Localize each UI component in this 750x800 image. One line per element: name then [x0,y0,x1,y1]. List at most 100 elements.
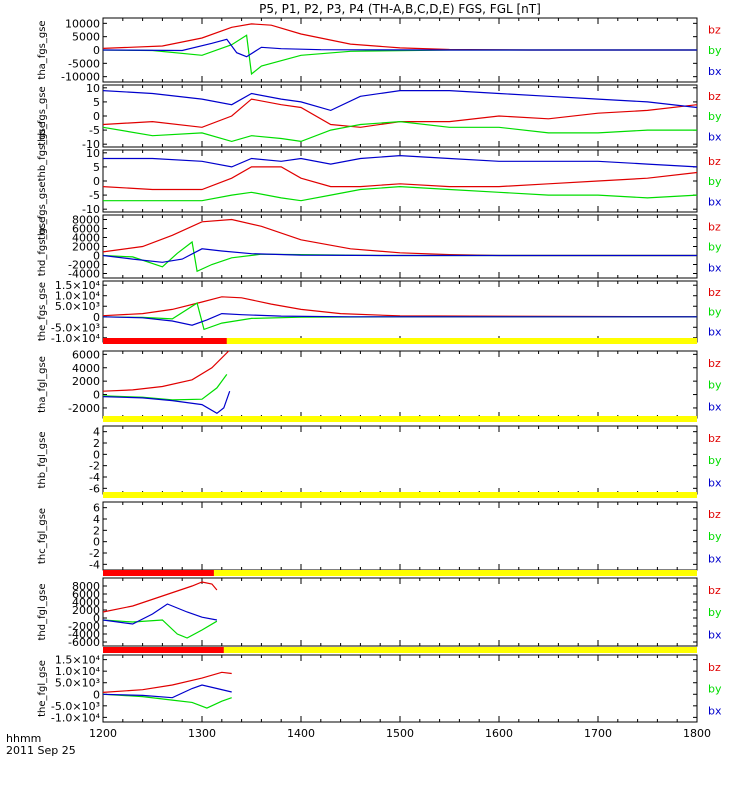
y-tick-label: 5.0×10³ [55,677,100,690]
panel-the_fgl_gse: 1.5×10⁴1.0×10⁴5.0×10³0-5.0×10³-1.0×10⁴th… [37,654,722,725]
y-axis-label: tha_fgl_gse [37,356,48,413]
x-tick-label: 1300 [188,727,216,740]
y-tick-label: 0 [93,448,100,461]
y-tick-label: -6000 [68,636,100,649]
y-tick-label: 10 [86,82,100,95]
legend-bz: bz [708,155,721,168]
y-tick-label: 8000 [72,580,100,593]
y-tick-label: 10000 [65,17,100,30]
y-tick-label: 10 [86,147,100,160]
y-axis-label: thd_fgl_gse [37,584,48,641]
legend-bx: bx [708,326,722,339]
panel-the_fgs_gse: 1.5×10⁴1.0×10⁴5.0×10³0-5.0×10³-1.0×10⁴th… [37,279,722,345]
flag-yellow [103,416,697,422]
flag-yellow [103,492,697,498]
series-bz [102,671,232,693]
legend-bz: bz [708,661,721,674]
panel-frame [102,350,698,419]
series-bx [102,38,697,58]
series-bz [102,98,698,128]
legend-bz: bz [708,220,721,233]
panel-thb_fgl_gse: 420-2-4-6 thb_fgl_gse bz by bx [37,425,722,495]
y-tick-label: 2000 [72,604,100,617]
y-tick-label: 5 [93,161,100,174]
series-bz [102,296,698,318]
flag-bar [103,416,697,422]
y-tick-label: 2 [93,437,100,450]
series-bx [102,391,231,415]
y-tick-label: -5000 [68,57,100,70]
legend-bx: bx [708,552,722,565]
y-tick-label: -5.0×10³ [51,700,100,713]
series-bx [102,89,698,112]
series-by [102,374,228,401]
y-tick-label: 1.0×10⁴ [55,665,101,678]
legend-bx: bx [708,130,722,143]
series-bx [102,603,218,625]
y-tick-label: 5000 [72,31,100,44]
panel-frame [102,280,698,343]
y-tick-label: 1.0×10⁴ [55,290,101,303]
series-bx [102,684,232,699]
y-tick-label: -5 [89,124,100,137]
x-tick-label: 1800 [683,727,711,740]
legend-by: by [708,306,722,319]
legend-bz: bz [708,584,721,597]
y-tick-label: -4000 [68,268,100,281]
y-tick-label: 6000 [72,588,100,601]
flag-yellow [103,338,697,344]
legend-by: by [708,683,722,696]
y-tick-label: 4000 [72,362,100,375]
y-tick-label: 1.5×10⁴ [55,279,101,292]
footer-hhmm: hhmm [6,732,41,745]
y-tick-label: 0 [93,44,100,57]
y-axis-label: the_fgs_gse [37,282,48,341]
flag-bars [103,338,697,653]
y-tick-label: -1.0×10⁴ [51,332,101,345]
panel-frame [102,425,698,495]
plot-title: P5, P1, P2, P3, P4 (TH-A,B,C,D,E) FGS, F… [259,2,541,16]
y-tick-label: 0 [93,389,100,402]
series-by [102,120,697,143]
legend-by: by [708,530,722,543]
x-tick-label: 1700 [584,727,612,740]
legend-by: by [708,44,722,57]
y-tick-label: -4 [89,471,100,484]
panel-frame [102,214,698,279]
y-axis-label: thc_fgl_gse [37,508,48,564]
series-bz [102,581,218,613]
flag-bar [103,338,697,344]
y-tick-label: 6000 [72,223,100,236]
series-by [103,185,698,202]
y-tick-label: 0 [93,612,100,625]
legend-by: by [708,241,722,254]
y-tick-label: 0 [93,536,100,549]
y-tick-label: 5 [93,96,100,109]
flag-red [103,338,227,344]
y-tick-label: 6000 [72,348,100,361]
legend-bz: bz [708,357,721,370]
flag-red [103,570,214,576]
y-tick-label: 0 [93,250,100,263]
y-tick-label: -2 [89,460,100,473]
y-tick-label: -2000 [68,620,100,633]
legend-by: by [708,606,722,619]
y-axis-label: thb_fgl_gse [37,432,48,489]
y-tick-label: 0 [93,175,100,188]
series-bz [102,23,697,51]
y-tick-label: -10000 [61,71,100,84]
legend-bz: bz [708,432,721,445]
y-tick-label: -1.0×10⁴ [51,711,101,724]
y-tick-label: -2000 [68,402,100,415]
legend-bx: bx [708,261,722,274]
y-axis-label: the_fgl_gse [37,660,48,717]
panel-frame [102,501,698,571]
series-bz [102,166,698,191]
